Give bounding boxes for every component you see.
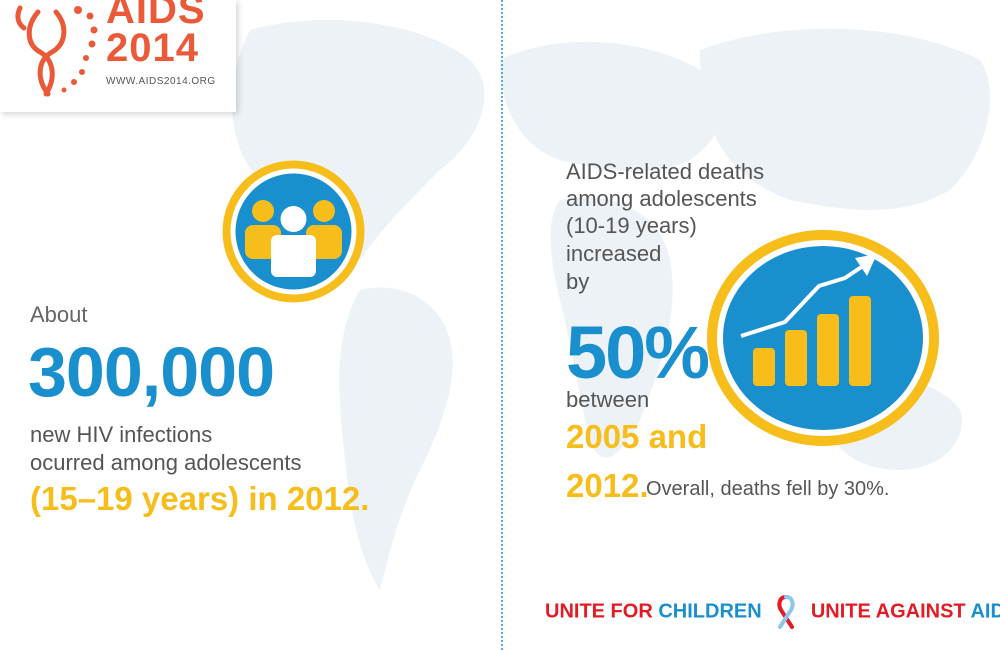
logo-title-line1: AIDS (106, 0, 206, 32)
infections-description-line1: new HIV infections (30, 422, 213, 447)
unite-against-label: UNITE AGAINST (810, 600, 966, 623)
logo-title-line2: 2014 (106, 26, 199, 70)
aids-logo-mark-icon (15, 5, 98, 97)
deaths-description-line3: (10-19 years) (566, 213, 697, 238)
deaths-description-line2: among adolescents (566, 186, 757, 211)
deaths-description-line5: by (566, 269, 590, 294)
aids2014-logo[interactable]: AIDS 2014 WWW.AIDS2014.ORG (0, 0, 236, 112)
unite-for-label: UNITE FOR (545, 600, 653, 623)
infections-age-year-highlight: (15–19 years) in 2012. (30, 480, 370, 517)
aids-label: AIDS (970, 600, 1000, 623)
year-range-start: 2005 and (566, 418, 708, 455)
deaths-description-line4: increased (566, 241, 662, 266)
about-label: About (30, 302, 88, 327)
aids-ribbon-icon (777, 595, 795, 629)
people-icon (222, 160, 365, 303)
infections-description-line2: ocurred among adolescents (30, 450, 302, 475)
deaths-description-line1: AIDS-related deaths (566, 159, 765, 184)
children-label: CHILDREN (658, 600, 762, 623)
new-infections-number: 300,000 (28, 333, 275, 411)
unite-slogan: UNITE FOR CHILDREN UNITE AGAINST AIDS (545, 595, 1000, 629)
overall-deaths-note: Overall, deaths fell by 30%. (646, 478, 890, 500)
logo-url: WWW.AIDS2014.ORG (106, 76, 216, 87)
year-range-end: 2012. (566, 467, 649, 504)
between-label: between (566, 387, 650, 412)
deaths-increase-percent: 50% (566, 311, 710, 394)
growth-chart-icon (707, 230, 939, 446)
dotted-divider (501, 0, 503, 650)
